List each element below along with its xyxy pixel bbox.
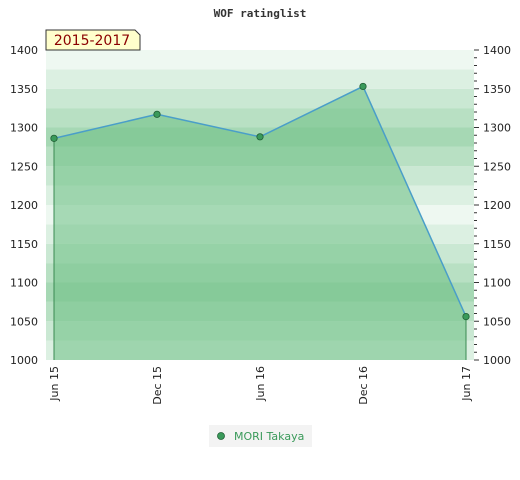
x-tick-label: Dec 15 [151,366,164,405]
y-tick-label-right: 1200 [483,199,511,212]
y-tick-label-left: 1050 [10,315,38,328]
y-tick-label-left: 1100 [10,277,38,290]
y-tick-label-left: 1250 [10,160,38,173]
data-point[interactable] [462,312,470,321]
data-point[interactable] [50,134,58,142]
y-tick-label-right: 1000 [483,354,511,367]
y-tick-label-left: 1000 [10,354,38,367]
y-tick-label-left: 1350 [10,83,38,96]
y-tick-label-left: 1400 [10,44,38,57]
x-tick-label: Dec 16 [357,366,370,405]
y-tick-label-left: 1150 [10,238,38,251]
legend-marker [217,432,225,440]
x-axis: Jun 15 Dec 15 Jun 16 Dec 16 Jun 17 [48,366,473,405]
y-axis-left: 1000 1050 1100 1150 1200 1250 1300 1350 1400 [10,44,38,367]
x-tick-label: Jun 15 [48,366,61,402]
y-tick-label-right: 1300 [483,122,511,135]
period-badge-box [45,29,141,51]
period-badge: 2015-2017 [45,29,141,51]
y-tick-label-right: 1050 [483,315,511,328]
x-tick-label: Jun 17 [460,366,473,402]
data-point[interactable] [256,133,264,141]
y-tick-label-left: 1300 [10,122,38,135]
series-area-fill [54,86,466,361]
legend-entry-label: MORI Takaya [234,430,304,443]
grid-band [46,88,474,109]
y-tick-label-right: 1150 [483,238,511,251]
y-tick-label-right: 1250 [483,160,511,173]
series-area [53,86,467,361]
chart-title: WOF ratinglist [214,7,307,20]
y-axis-right: 1000 1050 1100 1150 1200 1250 1300 1350 1400 [474,44,511,367]
data-point[interactable] [359,82,367,91]
legend[interactable]: MORI Takaya [209,425,312,447]
legend-box [209,425,312,447]
x-tick-label: Jun 16 [254,366,267,402]
y-tick-label-right: 1400 [483,44,511,57]
data-point[interactable] [153,110,161,118]
series-points [50,82,470,321]
y-tick-label-right: 1100 [483,277,511,290]
period-label: 2015-2017 [54,33,130,49]
y-tick-label-left: 1200 [10,199,38,212]
grid-band [46,50,474,70]
grid-band [46,69,474,89]
y-tick-label-right: 1350 [483,83,511,96]
